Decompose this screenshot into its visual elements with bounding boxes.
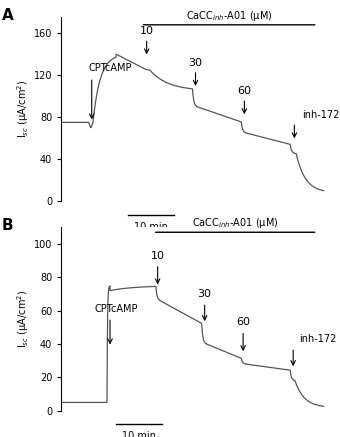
Text: 10 min: 10 min bbox=[122, 431, 156, 437]
Text: 30: 30 bbox=[198, 289, 212, 299]
Y-axis label: I$_{sc}$ (μA/cm$^{2}$): I$_{sc}$ (μA/cm$^{2}$) bbox=[15, 290, 31, 348]
Text: CPTcAMP: CPTcAMP bbox=[89, 63, 132, 73]
Text: A: A bbox=[2, 8, 14, 23]
Text: CaCC$_{inh}$-A01 (μM): CaCC$_{inh}$-A01 (μM) bbox=[186, 9, 272, 23]
Text: 10 min: 10 min bbox=[134, 222, 168, 232]
Text: 60: 60 bbox=[237, 86, 251, 96]
Text: B: B bbox=[2, 218, 14, 233]
Text: 10: 10 bbox=[151, 250, 165, 260]
Text: 10: 10 bbox=[140, 26, 154, 36]
Text: inh-172: inh-172 bbox=[299, 334, 337, 344]
Text: CaCC$_{inh}$-A01 (μM): CaCC$_{inh}$-A01 (μM) bbox=[192, 216, 278, 230]
Text: 60: 60 bbox=[236, 317, 250, 327]
Text: 30: 30 bbox=[188, 58, 203, 68]
Text: CPTcAMP: CPTcAMP bbox=[95, 304, 138, 314]
Y-axis label: I$_{sc}$ (μA/cm$^{2}$): I$_{sc}$ (μA/cm$^{2}$) bbox=[15, 80, 31, 139]
Text: inh-172: inh-172 bbox=[302, 110, 340, 120]
